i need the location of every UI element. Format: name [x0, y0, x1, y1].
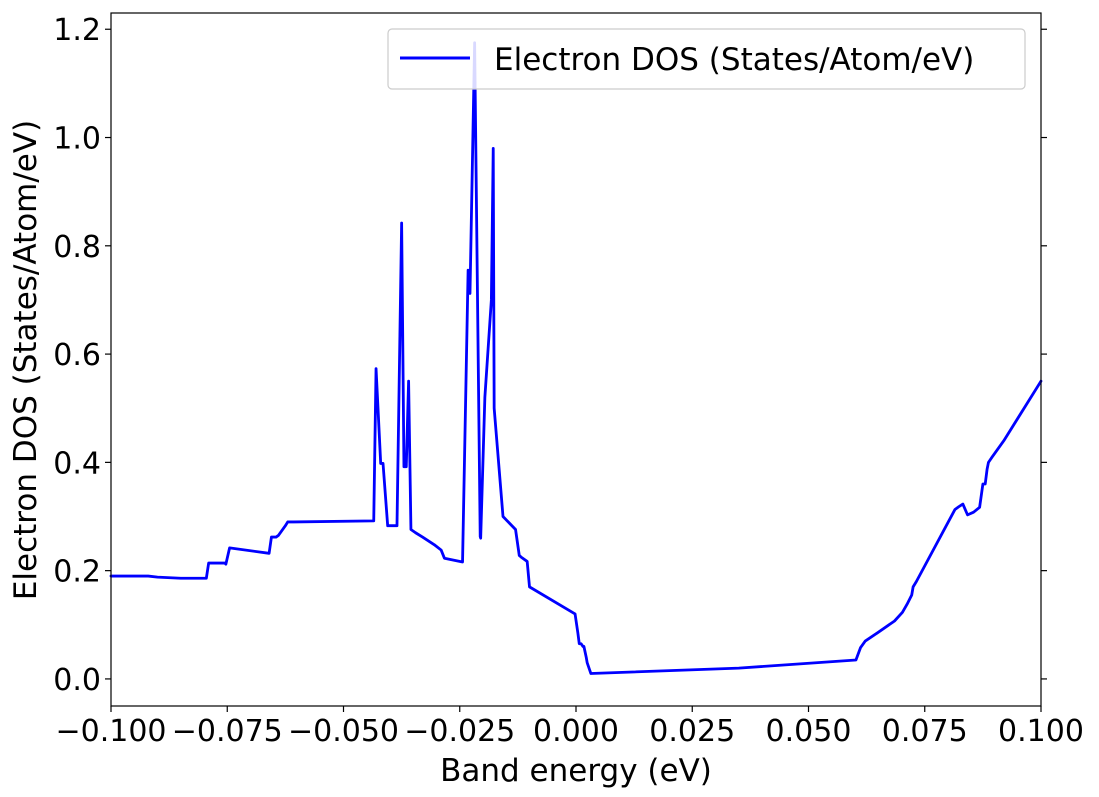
y-tick-label: 0.2: [53, 555, 101, 590]
series-line: [109, 41, 1043, 675]
x-tick-label: 0.025: [649, 714, 735, 749]
series-layer: [109, 41, 1043, 675]
y-axis-ticks: 0.0 0.2 0.4 0.6 0.8 1.0 1.2: [53, 13, 1047, 698]
x-tick-label: −0.050: [288, 714, 399, 749]
y-tick-label: 0.6: [53, 338, 101, 373]
x-tick-label: 0.000: [533, 714, 619, 749]
plot-frame: [110, 12, 1042, 707]
x-tick-label: 0.050: [766, 714, 852, 749]
y-tick-label: 1.2: [53, 13, 101, 48]
x-axis-label: Band energy (eV): [440, 753, 712, 789]
y-tick-label: 0.0: [53, 663, 101, 698]
legend-label: Electron DOS (States/Atom/eV): [494, 42, 974, 78]
x-tick-label: −0.025: [404, 714, 515, 749]
legend: Electron DOS (States/Atom/eV): [387, 28, 1026, 90]
x-tick-label: −0.100: [55, 714, 166, 749]
y-axis-label: Electron DOS (States/Atom/eV): [8, 120, 44, 600]
x-axis-ticks: −0.100 −0.075 −0.050 −0.025 0.000 0.025 0.050 0…: [55, 706, 1084, 749]
x-tick-label: 0.100: [998, 714, 1084, 749]
y-tick-label: 1.0: [53, 122, 101, 157]
y-tick-label: 0.8: [53, 230, 101, 265]
x-tick-label: 0.075: [882, 714, 968, 749]
y-tick-label: 0.4: [53, 446, 101, 481]
legend-box: [387, 28, 1026, 90]
x-tick-label: −0.075: [172, 714, 283, 749]
